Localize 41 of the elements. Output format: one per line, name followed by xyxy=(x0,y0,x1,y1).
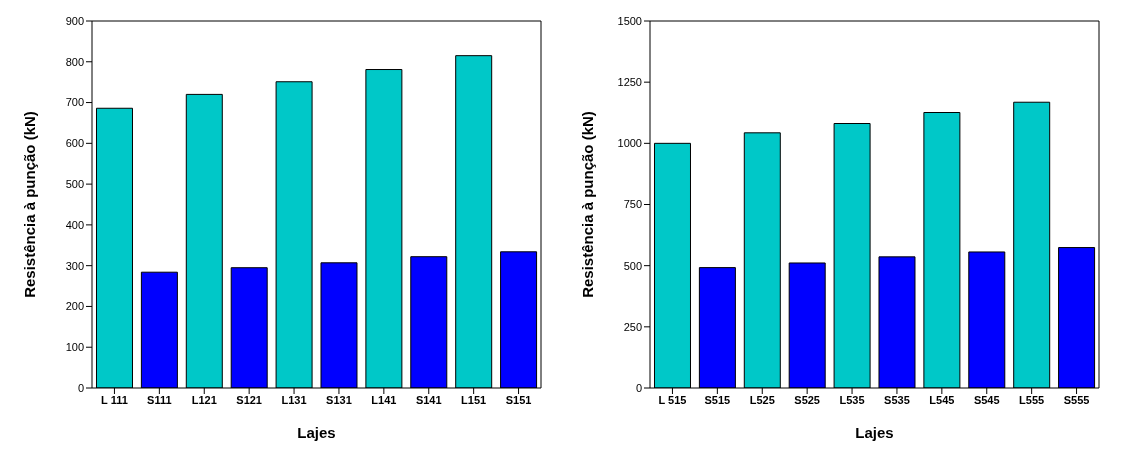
x-tick-label: L 111 xyxy=(101,393,128,406)
x-tick-label: S111 xyxy=(147,393,172,406)
y-tick-label: 500 xyxy=(65,178,84,191)
y-tick-label: 500 xyxy=(623,259,642,272)
y-tick-label: 1250 xyxy=(617,76,642,89)
y-axis-title: Resistência à punção (kN) xyxy=(579,111,597,298)
x-tick-label: L151 xyxy=(461,393,487,406)
x-tick-label: L535 xyxy=(839,393,865,406)
y-tick-label: 250 xyxy=(623,320,642,333)
x-tick-label: L545 xyxy=(929,393,955,406)
y-tick-label: 400 xyxy=(65,218,84,231)
x-tick-label: S151 xyxy=(505,393,532,406)
y-tick-label: 300 xyxy=(65,259,84,272)
y-tick-label: 800 xyxy=(65,55,84,68)
x-tick-label: S131 xyxy=(326,393,352,406)
x-tick-label: S545 xyxy=(973,393,1000,406)
x-tick-label: L525 xyxy=(749,393,775,406)
x-tick-label: S121 xyxy=(236,393,262,406)
x-tick-label: S141 xyxy=(415,393,442,406)
x-tick-label: L131 xyxy=(281,393,307,406)
y-tick-label: 200 xyxy=(65,300,84,313)
y-tick-label: 0 xyxy=(77,381,84,394)
y-tick-label: 900 xyxy=(65,14,84,27)
x-tick-label: L141 xyxy=(371,393,397,406)
y-tick-label: 750 xyxy=(623,198,642,211)
x-tick-label: L555 xyxy=(1019,393,1045,406)
x-axis-title: Lajes xyxy=(855,424,894,441)
x-tick-label: S535 xyxy=(884,393,910,406)
x-tick-label: S525 xyxy=(794,393,820,406)
x-tick-label: L 515 xyxy=(658,393,687,406)
y-tick-label: 0 xyxy=(635,381,642,394)
x-tick-label: S555 xyxy=(1063,393,1090,406)
y-tick-label: 1500 xyxy=(617,14,642,27)
y-tick-label: 700 xyxy=(65,96,84,109)
x-axis-title: Lajes xyxy=(297,424,336,441)
x-tick-label: S515 xyxy=(704,393,731,406)
y-tick-label: 1000 xyxy=(617,137,642,150)
x-tick-label: L121 xyxy=(191,393,217,406)
y-axis-title: Resistência à punção (kN) xyxy=(21,111,39,298)
y-tick-label: 600 xyxy=(65,137,84,150)
y-tick-label: 100 xyxy=(65,341,84,354)
